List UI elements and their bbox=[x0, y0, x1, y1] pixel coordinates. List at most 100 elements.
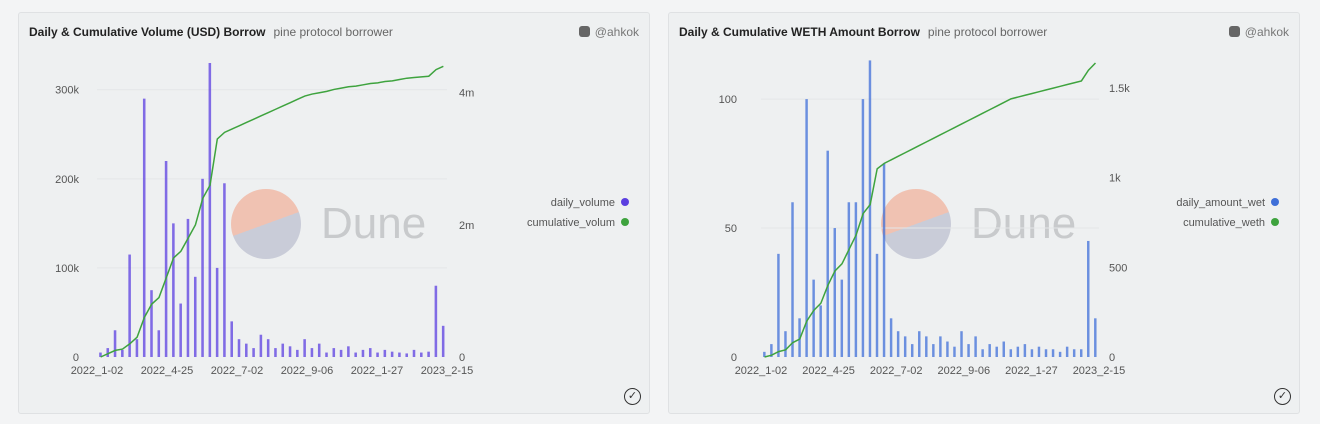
dune-logo-icon bbox=[231, 189, 301, 259]
chart-volume: 0 100k 200k 300k 0 2m 4m 2022_1-02 2022_4-25 2022… bbox=[55, 63, 474, 377]
bar bbox=[960, 331, 963, 357]
bar bbox=[164, 161, 168, 357]
bar bbox=[193, 276, 197, 357]
bar bbox=[812, 279, 815, 357]
bar bbox=[237, 339, 241, 357]
bar bbox=[332, 348, 336, 357]
bar bbox=[1058, 351, 1062, 357]
bar bbox=[296, 349, 299, 357]
legend-cumulative[interactable]: cumulative_volum bbox=[527, 217, 629, 229]
y2-tick-label: 1.5k bbox=[1109, 83, 1130, 95]
dot-icon bbox=[621, 218, 629, 226]
bar bbox=[826, 150, 829, 357]
bar bbox=[967, 344, 970, 357]
bar bbox=[981, 349, 984, 357]
bar bbox=[1079, 349, 1083, 357]
bar bbox=[215, 267, 219, 357]
bar bbox=[939, 336, 942, 357]
bar bbox=[259, 334, 263, 357]
bar bbox=[875, 253, 879, 357]
bar bbox=[995, 346, 998, 357]
bar bbox=[230, 321, 233, 357]
x-tick-label: 2022_9-06 bbox=[937, 365, 990, 377]
x-tick-label: 2022_4-25 bbox=[802, 365, 855, 377]
legend-daily[interactable]: daily_volume bbox=[527, 197, 629, 209]
dune-logo-icon bbox=[881, 189, 951, 259]
cumulative-line bbox=[100, 65, 444, 358]
bar bbox=[918, 331, 921, 357]
bar bbox=[910, 344, 914, 357]
bar bbox=[1002, 341, 1005, 357]
bar bbox=[847, 202, 851, 357]
bar bbox=[946, 341, 949, 357]
cumulative-line bbox=[764, 62, 1097, 358]
chart-subtitle: pine protocol borrower bbox=[273, 25, 393, 39]
x-tick-label: 2022_7-02 bbox=[870, 365, 923, 377]
bar bbox=[868, 60, 872, 357]
check-circle-icon[interactable]: ✓ bbox=[1274, 388, 1291, 405]
bar bbox=[925, 336, 928, 357]
bar bbox=[201, 178, 204, 357]
bar bbox=[368, 348, 372, 357]
bar bbox=[383, 349, 387, 357]
author-link[interactable]: @ahkok bbox=[1228, 25, 1289, 39]
bar bbox=[420, 352, 423, 357]
bar bbox=[128, 254, 131, 357]
author-link[interactable]: @ahkok bbox=[578, 25, 639, 39]
y2-tick-label: 2m bbox=[459, 220, 474, 232]
bar bbox=[784, 331, 787, 357]
bar bbox=[932, 344, 935, 357]
bar bbox=[361, 349, 365, 357]
bar bbox=[896, 331, 900, 357]
bar bbox=[142, 98, 146, 358]
legend-daily[interactable]: daily_amount_wet bbox=[1176, 197, 1279, 209]
bar bbox=[833, 228, 836, 357]
chart-weth: 0 50 100 0 500 1k 1.5k 2022_1-02 2022_4-25 2022_7… bbox=[719, 60, 1130, 377]
y-tick-label: 0 bbox=[731, 352, 737, 364]
bar bbox=[763, 351, 766, 357]
bar bbox=[819, 305, 822, 357]
bar bbox=[1072, 349, 1076, 357]
author-name: @ahkok bbox=[594, 25, 639, 39]
bar bbox=[281, 343, 285, 357]
bar bbox=[1030, 349, 1034, 357]
bar bbox=[791, 202, 794, 357]
dot-icon bbox=[621, 198, 629, 206]
bar bbox=[135, 339, 139, 357]
x-tick-label: 2023_2-15 bbox=[421, 365, 474, 377]
bar bbox=[186, 218, 190, 357]
x-tick-label: 2022_1-02 bbox=[71, 365, 124, 377]
panel-volume: Daily & Cumulative Volume (USD) Borrow pi… bbox=[18, 12, 650, 414]
watermark: Dune bbox=[321, 199, 427, 248]
x-tick-label: 2022_7-02 bbox=[211, 365, 264, 377]
legend-cumulative[interactable]: cumulative_weth bbox=[1176, 217, 1279, 229]
bar bbox=[1023, 344, 1027, 357]
bar bbox=[882, 163, 886, 357]
y2-tick-label: 1k bbox=[1109, 173, 1121, 185]
bar bbox=[974, 336, 977, 357]
bar bbox=[150, 290, 153, 357]
bar bbox=[310, 348, 314, 357]
bar bbox=[988, 344, 991, 357]
bar bbox=[354, 352, 357, 357]
bar bbox=[1016, 346, 1020, 357]
bar bbox=[390, 351, 394, 357]
bar bbox=[427, 351, 430, 357]
bar bbox=[1009, 349, 1013, 357]
y2-tick-label: 0 bbox=[1109, 352, 1115, 364]
bar bbox=[274, 348, 277, 357]
bar bbox=[303, 339, 306, 357]
dot-icon bbox=[1271, 218, 1279, 226]
bar bbox=[106, 348, 110, 357]
bar bbox=[317, 343, 321, 357]
y2-tick-label: 4m bbox=[459, 88, 474, 100]
panel-weth: Daily & Cumulative WETH Amount Borrow pin… bbox=[668, 12, 1300, 414]
y2-tick-label: 0 bbox=[459, 352, 465, 364]
check-circle-icon[interactable]: ✓ bbox=[624, 388, 641, 405]
bar bbox=[777, 253, 780, 357]
bar bbox=[266, 339, 270, 357]
dot-icon bbox=[1271, 198, 1279, 206]
bar bbox=[840, 279, 844, 357]
bar bbox=[1051, 349, 1055, 357]
bar bbox=[288, 346, 292, 357]
